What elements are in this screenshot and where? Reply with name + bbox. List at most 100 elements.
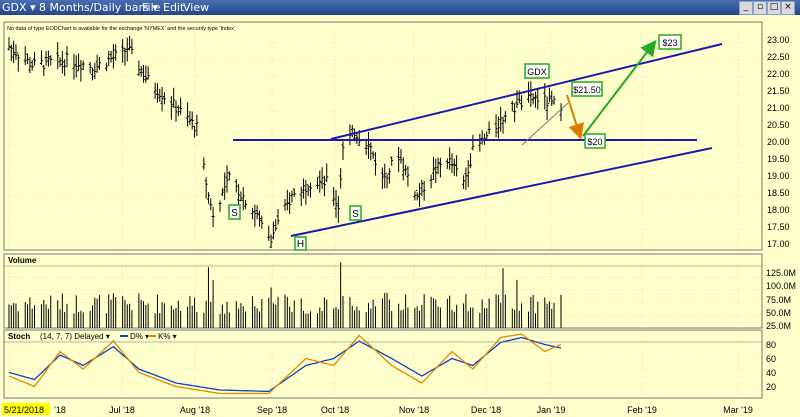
- price-bar: [193, 125, 197, 138]
- price-bar: [302, 178, 306, 199]
- price-bar: [14, 44, 18, 60]
- price-bar: [107, 50, 111, 67]
- price-bar: [206, 192, 210, 204]
- wedge-line: [521, 102, 569, 146]
- price-bar: [7, 37, 11, 51]
- x-tick: '18: [54, 405, 66, 415]
- price-bar: [269, 234, 273, 249]
- svg-text:H: H: [297, 239, 304, 250]
- price-bar: [88, 61, 92, 74]
- price-bar: [499, 106, 503, 132]
- price-bar: [366, 132, 370, 159]
- restore-icon[interactable]: ▫: [753, 1, 767, 15]
- price-bar: [369, 142, 373, 161]
- price-bar: [339, 168, 343, 189]
- price-bar: [26, 53, 30, 65]
- green-arrow: [582, 39, 657, 137]
- price-bar: [429, 174, 433, 189]
- price-bar: [255, 205, 259, 220]
- price-bar: [12, 40, 16, 64]
- price-bar: [415, 189, 419, 201]
- head-label: H: [294, 236, 307, 251]
- symbol-selector[interactable]: GDX ▾ 8 Months/Daily bars ▾: [2, 1, 158, 14]
- price-bar: [322, 175, 326, 197]
- price-bar: [547, 87, 551, 104]
- price-bar: [158, 88, 162, 102]
- price-bar: [56, 42, 60, 69]
- price-bar: [355, 133, 359, 145]
- orange-arrow: [566, 94, 584, 140]
- price-tick: 20.00: [767, 137, 790, 147]
- price-bar: [385, 172, 389, 189]
- price-bar: [399, 149, 403, 164]
- chart-area[interactable]: S S H GDX $21.50 $20 $23 No data of type…: [0, 15, 800, 417]
- d-legend[interactable]: D% ▾: [130, 332, 149, 341]
- stoch-tick: 80: [766, 340, 776, 350]
- price-bar: [318, 170, 322, 193]
- volume-header: [5, 255, 47, 265]
- price-bar: [186, 102, 190, 127]
- price-bar: [383, 163, 387, 189]
- price-bar: [341, 141, 345, 161]
- menu-edit[interactable]: Edit: [163, 1, 185, 14]
- title-bar: GDX ▾ 8 Months/Daily bars ▾ File Edit Vi…: [0, 0, 800, 15]
- price-bar: [501, 116, 505, 134]
- x-tick: Feb '19: [627, 405, 657, 415]
- price-bar: [81, 60, 85, 71]
- k-legend[interactable]: K% ▾: [158, 332, 177, 341]
- target-20-label: $20: [584, 133, 606, 149]
- close-icon[interactable]: ×: [781, 1, 795, 15]
- stoch-title: Stoch: [8, 332, 30, 341]
- stoch-tick: 40: [766, 368, 776, 378]
- price-bar: [371, 151, 375, 159]
- price-bar: [195, 114, 199, 136]
- price-bar: [487, 121, 491, 135]
- price-bar: [413, 191, 417, 201]
- price-bar: [49, 55, 53, 66]
- stoch-d-line: [8, 336, 562, 393]
- minimize-icon[interactable]: _: [739, 1, 753, 15]
- price-bar: [44, 51, 48, 66]
- price-bar: [552, 95, 556, 105]
- x-tick: Sep '18: [257, 405, 287, 415]
- price-bar: [28, 57, 32, 74]
- volume-tick: 125.0M: [766, 268, 796, 278]
- price-tick: 18.00: [767, 205, 790, 215]
- price-bar: [466, 160, 470, 187]
- price-bar: [450, 153, 454, 174]
- maximize-icon[interactable]: □: [767, 1, 781, 15]
- price-bar: [390, 156, 394, 166]
- price-bar: [480, 130, 484, 145]
- price-tick: 19.50: [767, 154, 790, 164]
- menu-view[interactable]: View: [183, 1, 210, 14]
- price-bar: [42, 64, 46, 76]
- no-data-notice: No data of type EODChart is available fo…: [7, 26, 235, 32]
- price-bar: [306, 184, 310, 197]
- price-bar: [260, 215, 264, 229]
- price-tick: 21.50: [767, 86, 790, 96]
- x-tick: Jan '19: [537, 405, 566, 415]
- date-cursor-label: 5/21/2018: [4, 405, 44, 415]
- stoch-k-line: [8, 333, 562, 395]
- price-bar: [288, 192, 292, 214]
- support-label-1: S: [228, 204, 241, 220]
- price-bar: [142, 64, 146, 83]
- x-tick: Aug '18: [180, 405, 210, 415]
- price-bar: [225, 165, 229, 193]
- price-bar: [176, 105, 180, 117]
- price-bar: [139, 66, 143, 77]
- price-bar: [253, 204, 257, 227]
- price-bar: [292, 188, 296, 197]
- price-tick: 20.50: [767, 120, 790, 130]
- svg-text:$20: $20: [587, 137, 602, 147]
- menu-file[interactable]: File: [142, 1, 161, 14]
- stoch-params[interactable]: (14, 7, 7) Delayed ▾: [40, 332, 110, 341]
- price-bar: [65, 46, 69, 68]
- price-bar: [188, 111, 192, 125]
- price-bar: [23, 46, 27, 66]
- price-bar: [172, 87, 176, 108]
- price-bar: [271, 221, 275, 240]
- price-bar: [422, 180, 426, 201]
- price-bar: [418, 183, 422, 207]
- price-bar: [436, 157, 440, 175]
